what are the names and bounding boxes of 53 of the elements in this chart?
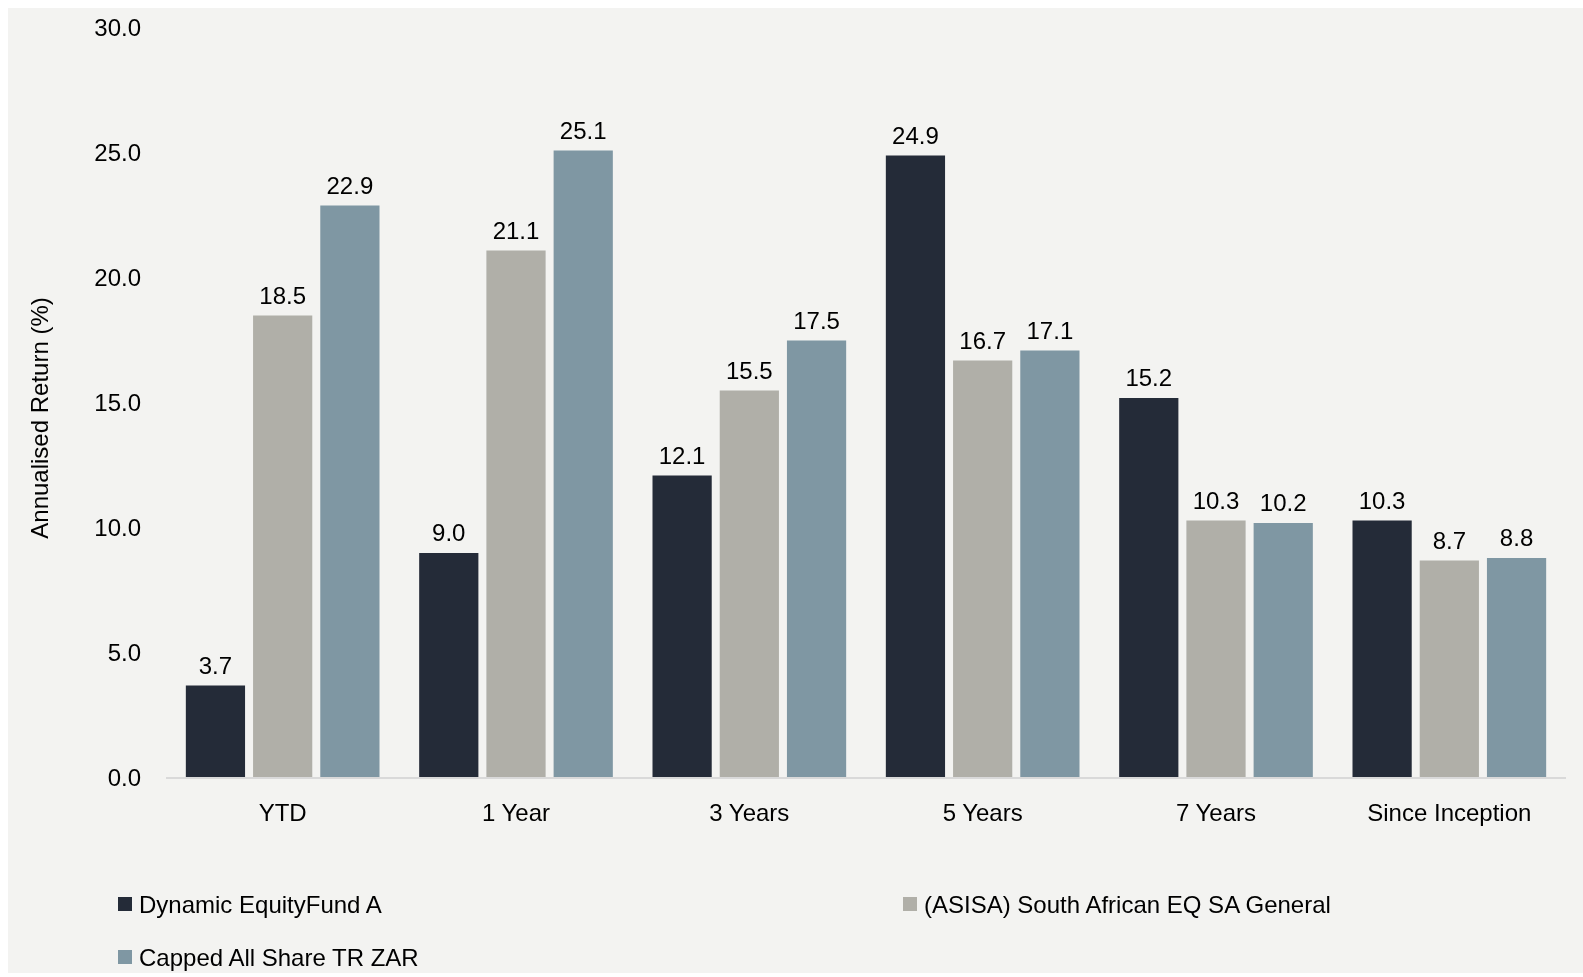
data-label: 8.8	[1499, 524, 1534, 551]
bar	[1186, 520, 1246, 778]
bar	[786, 340, 847, 778]
bar	[553, 150, 613, 778]
bar	[320, 205, 380, 778]
x-tick-label: 1 Year	[481, 799, 551, 826]
data-label: 21.1	[492, 216, 540, 244]
bar	[1253, 523, 1313, 778]
bar	[486, 250, 546, 778]
bar	[953, 360, 1013, 778]
bar	[1419, 560, 1479, 778]
data-label: 8.7	[1432, 526, 1467, 554]
y-tick-label: 10.0	[94, 514, 141, 542]
y-tick-label: 25.0	[94, 139, 141, 167]
bar	[253, 315, 313, 778]
data-label: 10.3	[1358, 486, 1406, 514]
data-label: 17.5	[793, 306, 840, 334]
bar	[185, 685, 246, 778]
legend-label: Dynamic EquityFund A	[139, 891, 382, 919]
x-tick-label: YTD	[258, 799, 307, 826]
bar	[1119, 398, 1179, 778]
data-label: 15.2	[1125, 364, 1173, 391]
x-tick-label: Since Inception	[1367, 799, 1532, 826]
y-tick-label: 15.0	[94, 389, 141, 417]
y-tick-label: 30.0	[94, 14, 141, 42]
bar	[1020, 350, 1080, 778]
y-tick-label: 5.0	[107, 639, 141, 667]
legend-label: (ASISA) South African EQ SA General	[924, 891, 1331, 919]
bar	[1486, 558, 1547, 778]
data-label: 10.3	[1192, 486, 1240, 514]
bar	[719, 390, 779, 778]
data-label: 25.1	[559, 116, 607, 144]
data-label: 24.9	[892, 121, 939, 149]
bar	[885, 155, 946, 778]
data-label: 3.7	[198, 651, 233, 679]
x-tick-label: 3 Years	[709, 799, 790, 826]
data-label: 16.7	[959, 326, 1007, 354]
legend-label: Capped All Share TR ZAR	[139, 944, 419, 972]
y-tick-label: 20.0	[94, 264, 141, 292]
data-label: 22.9	[326, 171, 374, 199]
data-label: 10.2	[1259, 489, 1307, 516]
data-label: 12.1	[658, 441, 706, 469]
x-tick-label: 7 Years	[1175, 799, 1257, 826]
data-label: 15.5	[725, 356, 773, 384]
bar	[652, 475, 712, 778]
data-label: 18.5	[259, 281, 307, 309]
data-label: 9.0	[432, 519, 466, 546]
y-tick-label: 0.0	[107, 764, 141, 792]
y-axis-title: Annualised Return (%)	[26, 297, 53, 539]
data-label: 17.1	[1026, 316, 1074, 344]
bar	[1352, 520, 1412, 778]
bar	[419, 553, 479, 778]
x-tick-label: 5 Years	[942, 799, 1023, 826]
